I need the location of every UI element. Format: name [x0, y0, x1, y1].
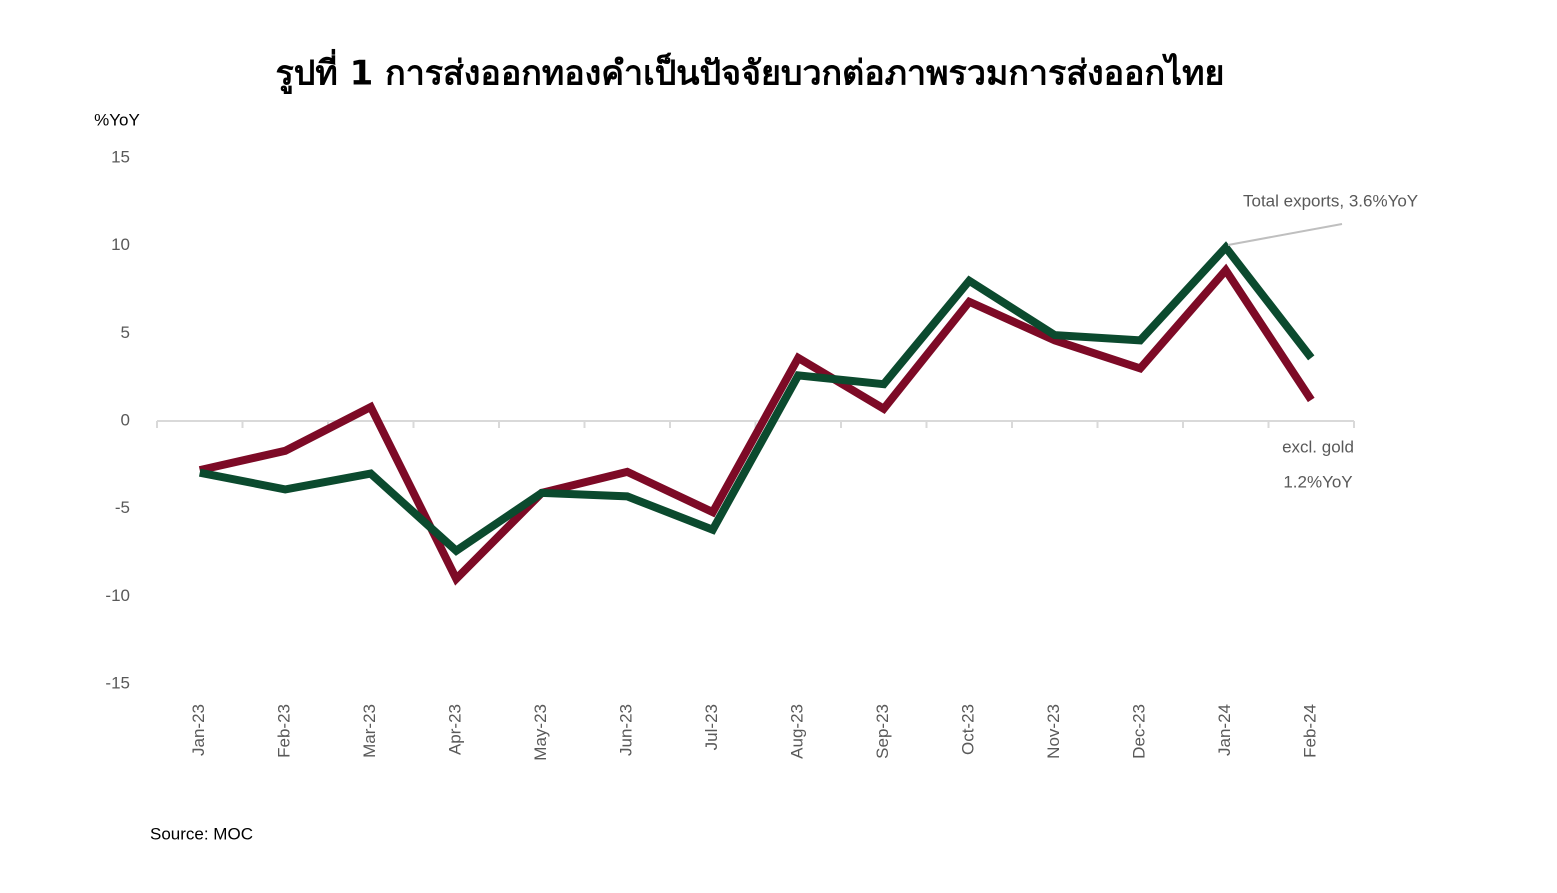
- source: Source: MOC: [150, 824, 253, 843]
- x-tick-label: May-23: [531, 704, 550, 761]
- y-tick-label: 10: [111, 235, 130, 254]
- y-tick-label: -15: [105, 673, 130, 692]
- y-tick-label: -5: [115, 498, 130, 517]
- x-tick-label: Jun-23: [617, 704, 636, 756]
- annotation: 1.2%YoY: [1283, 472, 1352, 491]
- x-tick-label: Jul-23: [702, 704, 721, 750]
- y-tick-label: -10: [105, 586, 130, 605]
- y-tick-label: 15: [111, 147, 130, 166]
- x-tick-label: Apr-23: [446, 704, 465, 755]
- y-tick-label: 5: [121, 323, 130, 342]
- x-tick-label: Oct-23: [959, 704, 978, 755]
- y-tick-label: 0: [121, 410, 130, 429]
- x-tick-label: Mar-23: [360, 704, 379, 758]
- x-tick-label: Sep-23: [873, 704, 892, 759]
- y-axis-label: %YoY: [94, 110, 140, 129]
- chart-title: รูปที่ 1 การส่งออกทองคำเป็นปัจจัยบวกต่อภ…: [276, 49, 1225, 95]
- annotation: excl. gold: [1282, 437, 1354, 456]
- x-tick-label: Dec-23: [1130, 704, 1149, 759]
- series-line: [198, 241, 1315, 556]
- annotation-leader: [1227, 223, 1343, 246]
- x-tick-label: Feb-23: [275, 704, 294, 758]
- x-tick-label: Feb-24: [1301, 704, 1320, 758]
- series-line: [198, 263, 1315, 586]
- x-tick-label: Aug-23: [788, 704, 807, 759]
- x-tick-label: Jan-24: [1215, 704, 1234, 756]
- x-tick-label: Nov-23: [1044, 704, 1063, 759]
- annotation: Total exports, 3.6%YoY: [1243, 191, 1418, 210]
- x-tick-label: Jan-23: [189, 704, 208, 756]
